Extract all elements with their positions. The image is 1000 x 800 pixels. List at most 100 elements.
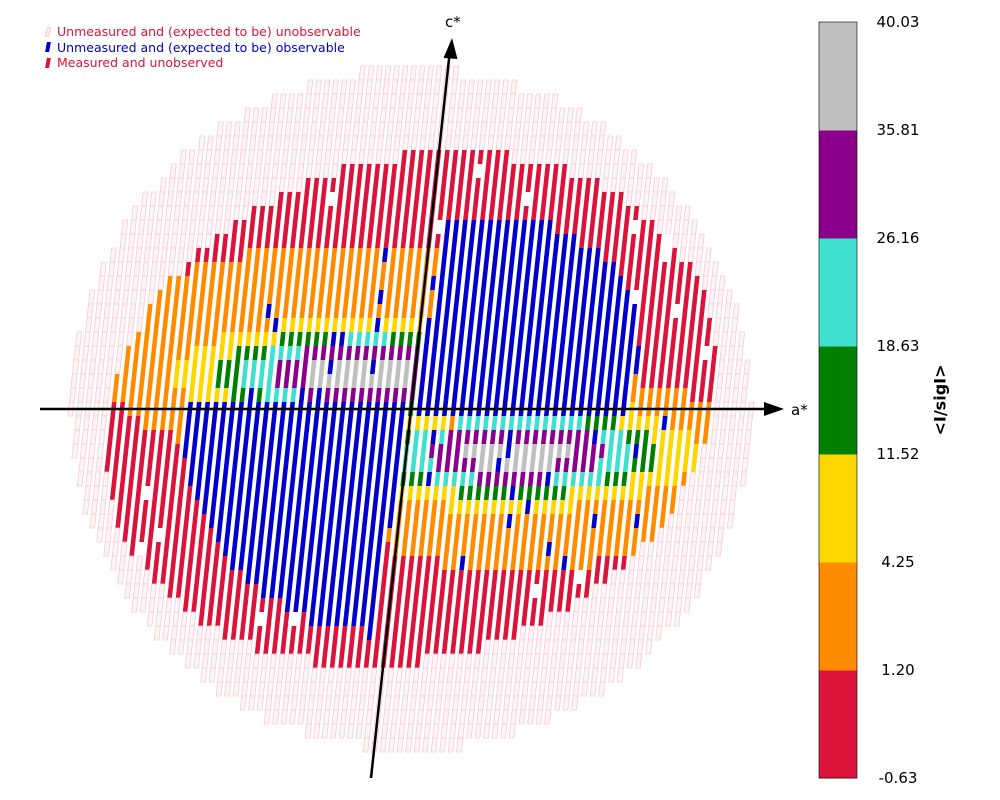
reflection-cell (340, 164, 347, 178)
reflection-cell (120, 541, 128, 557)
reflection-cell (525, 570, 532, 584)
reflection-cell (501, 164, 508, 178)
reflection-cell (676, 276, 683, 290)
reflection-cell (636, 639, 644, 655)
reflection-cell (249, 612, 256, 626)
reflection-cell (474, 416, 481, 430)
reflection-cell (410, 220, 417, 234)
reflection-cell (317, 528, 324, 542)
reflection-cell (254, 332, 261, 346)
reflection-cell (284, 444, 291, 458)
reflection-cell (570, 318, 577, 332)
reflection-cell (103, 303, 111, 319)
reflection-cell (429, 121, 437, 137)
reflection-cell (273, 695, 281, 711)
reflection-cell (339, 332, 346, 346)
reflection-cell (382, 164, 389, 178)
reflection-cell (408, 318, 415, 332)
reflection-cell (566, 192, 573, 206)
reflection-cell (280, 640, 287, 654)
reflection-cell (525, 93, 533, 109)
reflection-cell (264, 388, 272, 402)
reflection-cell (201, 346, 208, 360)
reflection-cell (331, 709, 339, 725)
reflection-cell (161, 556, 168, 570)
reflection-cell (182, 360, 190, 374)
reflection-cell (325, 304, 332, 318)
reflection-cell (571, 542, 578, 556)
reflection-cell (579, 388, 586, 402)
reflection-cell (539, 598, 546, 612)
reflection-cell (206, 135, 214, 151)
reflection-cell (563, 374, 571, 388)
reflection-cell (156, 597, 164, 613)
reflection-cell (513, 290, 520, 304)
reflection-cell (450, 248, 457, 262)
reflection-cell (187, 625, 195, 641)
reflection-cell (634, 191, 642, 207)
reflection-cell (473, 500, 480, 514)
reflection-cell (691, 374, 698, 388)
reflection-cell (319, 276, 326, 290)
reflection-cell (116, 500, 123, 514)
reflection-cell (360, 290, 367, 304)
reflection-cell (167, 261, 175, 277)
reflection-cell (369, 360, 377, 374)
reflection-cell (241, 528, 248, 542)
reflection-cell (418, 695, 426, 711)
reflection-cell (178, 556, 185, 570)
reflection-cell (683, 597, 691, 613)
reflection-cell (621, 234, 628, 248)
reflection-cell (93, 317, 101, 333)
reflection-cell (399, 248, 406, 262)
reflection-cell (519, 388, 527, 402)
reflection-cell (575, 107, 583, 123)
reflection-cell (266, 681, 274, 697)
reflection-cell (481, 430, 488, 444)
reflection-cell (494, 234, 501, 248)
reflection-cell (469, 150, 476, 164)
reflection-cell (392, 234, 399, 248)
reflection-cell (684, 513, 692, 529)
reflection-cell (652, 416, 660, 430)
reflection-cell (535, 709, 543, 725)
reflection-cell (265, 542, 272, 556)
reflection-cell (605, 611, 613, 627)
reflection-cell (466, 332, 473, 346)
reflection-cell (255, 556, 262, 570)
reflection-cell (138, 219, 146, 235)
reflection-cell (201, 500, 208, 514)
reflection-cell (446, 360, 453, 374)
reflection-cell (565, 667, 573, 683)
reflection-cell (710, 275, 718, 291)
reflection-cell (249, 374, 256, 388)
reflection-cell (381, 723, 389, 739)
reflection-cell (511, 388, 518, 402)
reflection-cell (197, 304, 204, 318)
reflection-cell (310, 598, 317, 612)
reflection-cell (576, 262, 583, 276)
reflection-cell (343, 444, 351, 458)
reflection-cell (664, 388, 671, 402)
legend-label: Unmeasured and (expected to be) unobserv… (57, 24, 361, 39)
reflection-cell (601, 653, 609, 669)
reflection-cell (298, 318, 305, 332)
reflection-cell (642, 430, 650, 444)
reflection-cell (555, 681, 563, 697)
reflection-cell (295, 416, 303, 430)
reflection-cell (158, 583, 166, 599)
reflection-cell (456, 500, 463, 514)
reflection-cell (477, 695, 485, 711)
reflection-cell (147, 374, 154, 388)
reflection-cell (198, 374, 205, 388)
reflection-cell (355, 654, 362, 668)
reflection-cell (113, 374, 120, 388)
reflection-cell (252, 584, 259, 598)
reflection-cell (300, 374, 307, 388)
reflection-cell (141, 583, 149, 599)
reflection-cell (660, 500, 667, 514)
reflection-cell (628, 639, 636, 655)
reflection-cell (332, 626, 339, 640)
reflection-cell (610, 262, 617, 276)
reflection-cell (286, 584, 293, 598)
